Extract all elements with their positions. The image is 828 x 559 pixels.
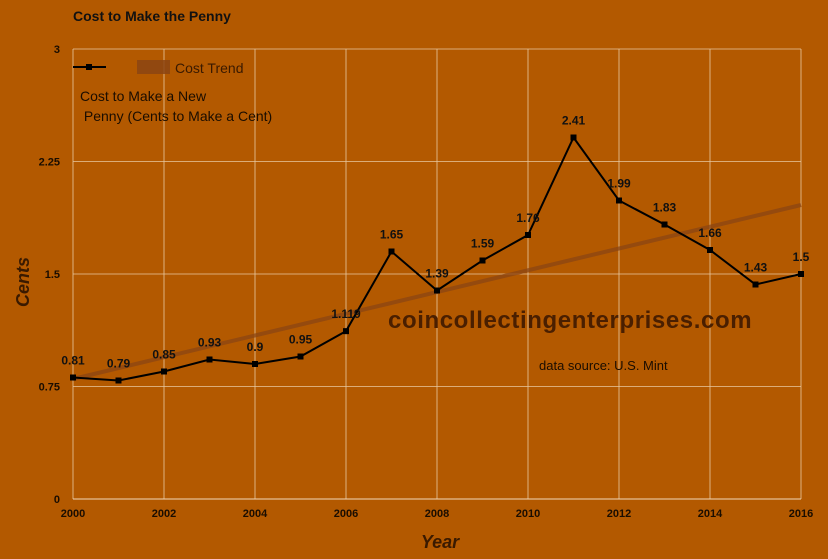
data-label: 1.65 [380,228,404,242]
watermark-text: coincollectingenterprises.com [388,307,752,334]
legend-label-series-1: Cost to Make a New Penny (Cents to Make … [80,88,272,124]
y-axis-title: Cents [13,257,33,307]
x-tick-label: 2008 [425,508,449,520]
data-label: 1.5 [793,250,810,264]
data-point [161,368,167,375]
chart-title: Cost to Make the Penny [73,8,231,24]
data-label: 0.95 [289,333,313,347]
data-label: 0.93 [198,336,222,350]
data-labels: 0.81 0.79 0.85 0.93 0.9 0.95 1.119 1.65 1.39 1.59… [61,114,809,371]
data-point [616,197,622,204]
x-tick-label: 2000 [61,508,85,520]
x-tick-label: 2006 [334,508,358,520]
y-tick-label: 2.25 [39,157,60,169]
legend-marker-series-1 [86,64,92,70]
legend-label-series-1-line-2: Penny (Cents to Make a Cent) [80,108,272,124]
y-tick-label: 3 [54,44,60,56]
data-point [479,257,486,264]
data-label: 1.39 [425,267,449,281]
y-tick-label: 0.75 [39,382,60,394]
legend-swatch-series-2 [137,60,170,74]
data-label: 1.99 [607,177,631,191]
y-tick-label: 0 [54,494,60,506]
data-point [252,361,258,367]
data-label: 1.59 [471,237,495,251]
x-tick-label: 2016 [789,508,813,520]
x-tick-label: 2010 [516,508,540,520]
data-point [752,281,759,288]
data-label: 1.83 [653,201,677,215]
x-tick-label: 2014 [698,508,723,520]
x-axis-title: Year [421,532,460,552]
data-label: 0.85 [152,348,176,362]
data-point [707,247,713,253]
data-point [798,271,804,277]
data-point [70,374,76,381]
data-point [570,134,577,141]
y-tick-label: 1.5 [45,269,60,281]
data-point [388,248,395,255]
x-tick-label: 2012 [607,508,631,520]
x-tick-label: 2004 [243,508,268,520]
legend-label-series-1-line-1: Cost to Make a New [80,88,207,104]
data-point [115,377,122,384]
axes: 2000 2002 2004 2006 2008 2010 2012 2014 2016 0 0.7… [39,44,814,520]
series-layer [70,134,804,384]
data-label: 2.41 [562,114,586,128]
data-label: 0.81 [61,354,85,368]
data-point [525,232,531,238]
data-point [434,287,440,294]
data-point [206,356,213,363]
data-label: 1.43 [744,261,768,275]
data-label: 0.79 [107,357,131,371]
data-point [297,353,304,360]
data-label: 1.66 [698,226,722,240]
data-point [661,221,668,228]
legend-label-cost-trend: Cost Trend [175,60,243,76]
legend: Cost Trend Cost to Make a New Penny (Cen… [73,60,272,124]
data-label: 0.9 [247,340,264,354]
x-tick-label: 2002 [152,508,176,520]
data-label: 1.119 [331,307,361,321]
data-point [343,328,349,335]
data-source-note: data source: U.S. Mint [539,358,668,373]
data-label: 1.76 [516,211,540,225]
